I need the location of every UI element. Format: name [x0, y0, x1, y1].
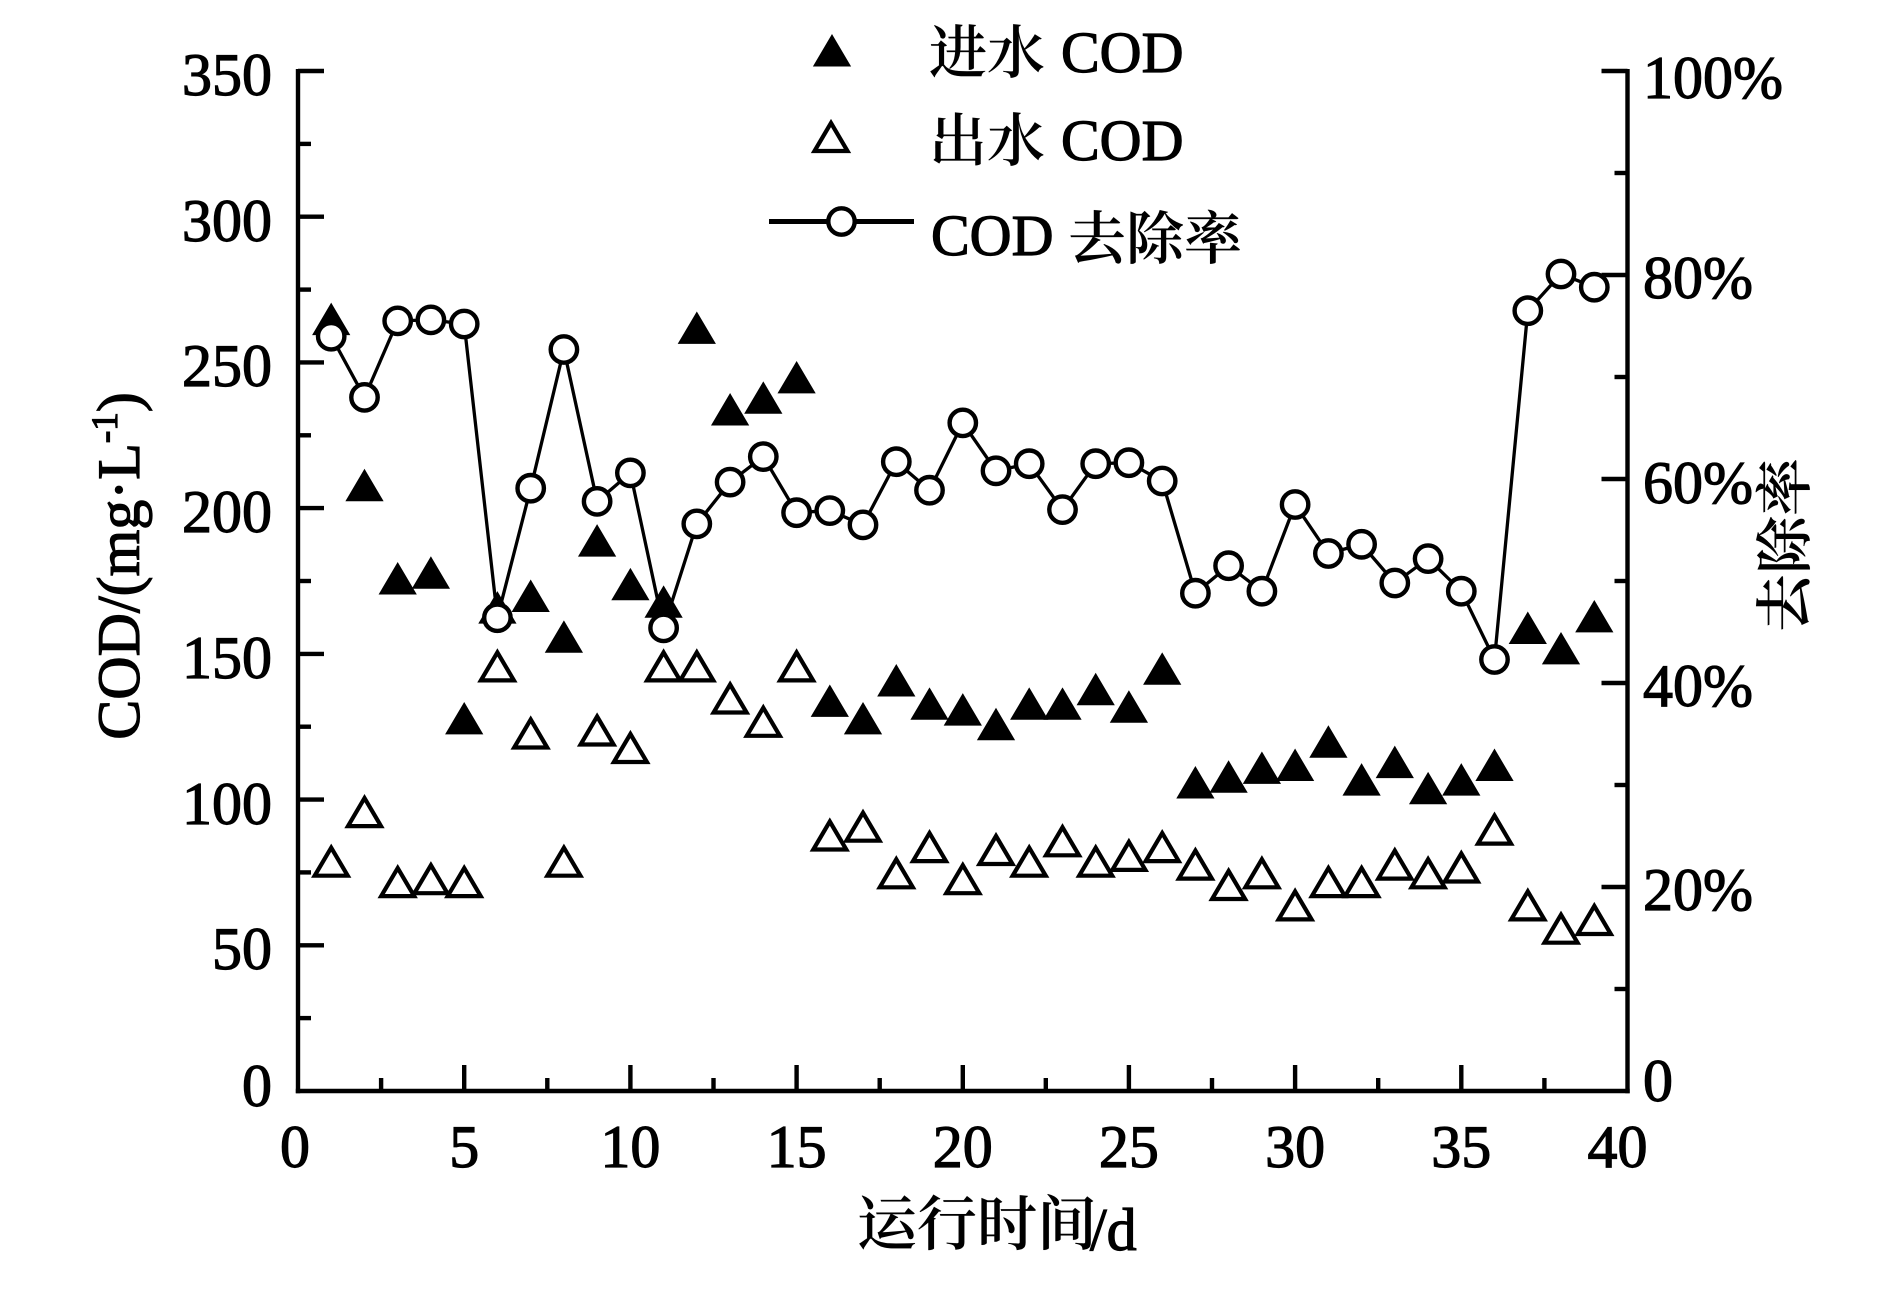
svg-text:40: 40	[1588, 1114, 1648, 1180]
svg-text:5: 5	[449, 1114, 479, 1180]
svg-text:COD: COD	[931, 203, 1053, 268]
svg-text:50: 50	[212, 916, 272, 982]
svg-text:COD: COD	[1061, 20, 1183, 85]
svg-text:0: 0	[1643, 1048, 1673, 1114]
svg-text:350: 350	[182, 42, 272, 108]
svg-text:30: 30	[1265, 1114, 1325, 1180]
svg-text:25: 25	[1099, 1114, 1159, 1180]
svg-text:200: 200	[182, 479, 272, 545]
svg-text:40%: 40%	[1643, 653, 1753, 719]
svg-text:0: 0	[242, 1053, 272, 1119]
svg-text:100%: 100%	[1643, 45, 1783, 111]
svg-text:35: 35	[1431, 1114, 1491, 1180]
svg-text:COD/(mg·L-1): COD/(mg·L-1)	[85, 392, 152, 739]
svg-text:20: 20	[933, 1114, 993, 1180]
svg-text:COD: COD	[1061, 108, 1183, 173]
svg-text:/d: /d	[1090, 1197, 1137, 1263]
svg-text:150: 150	[182, 625, 272, 691]
svg-text:300: 300	[182, 188, 272, 254]
svg-text:100: 100	[182, 771, 272, 837]
svg-text:20%: 20%	[1643, 857, 1753, 923]
svg-text:80%: 80%	[1643, 245, 1753, 311]
svg-text:250: 250	[182, 333, 272, 399]
svg-text:15: 15	[767, 1114, 827, 1180]
svg-text:0: 0	[280, 1114, 310, 1180]
svg-text:10: 10	[600, 1114, 660, 1180]
svg-text:60%: 60%	[1643, 450, 1753, 516]
